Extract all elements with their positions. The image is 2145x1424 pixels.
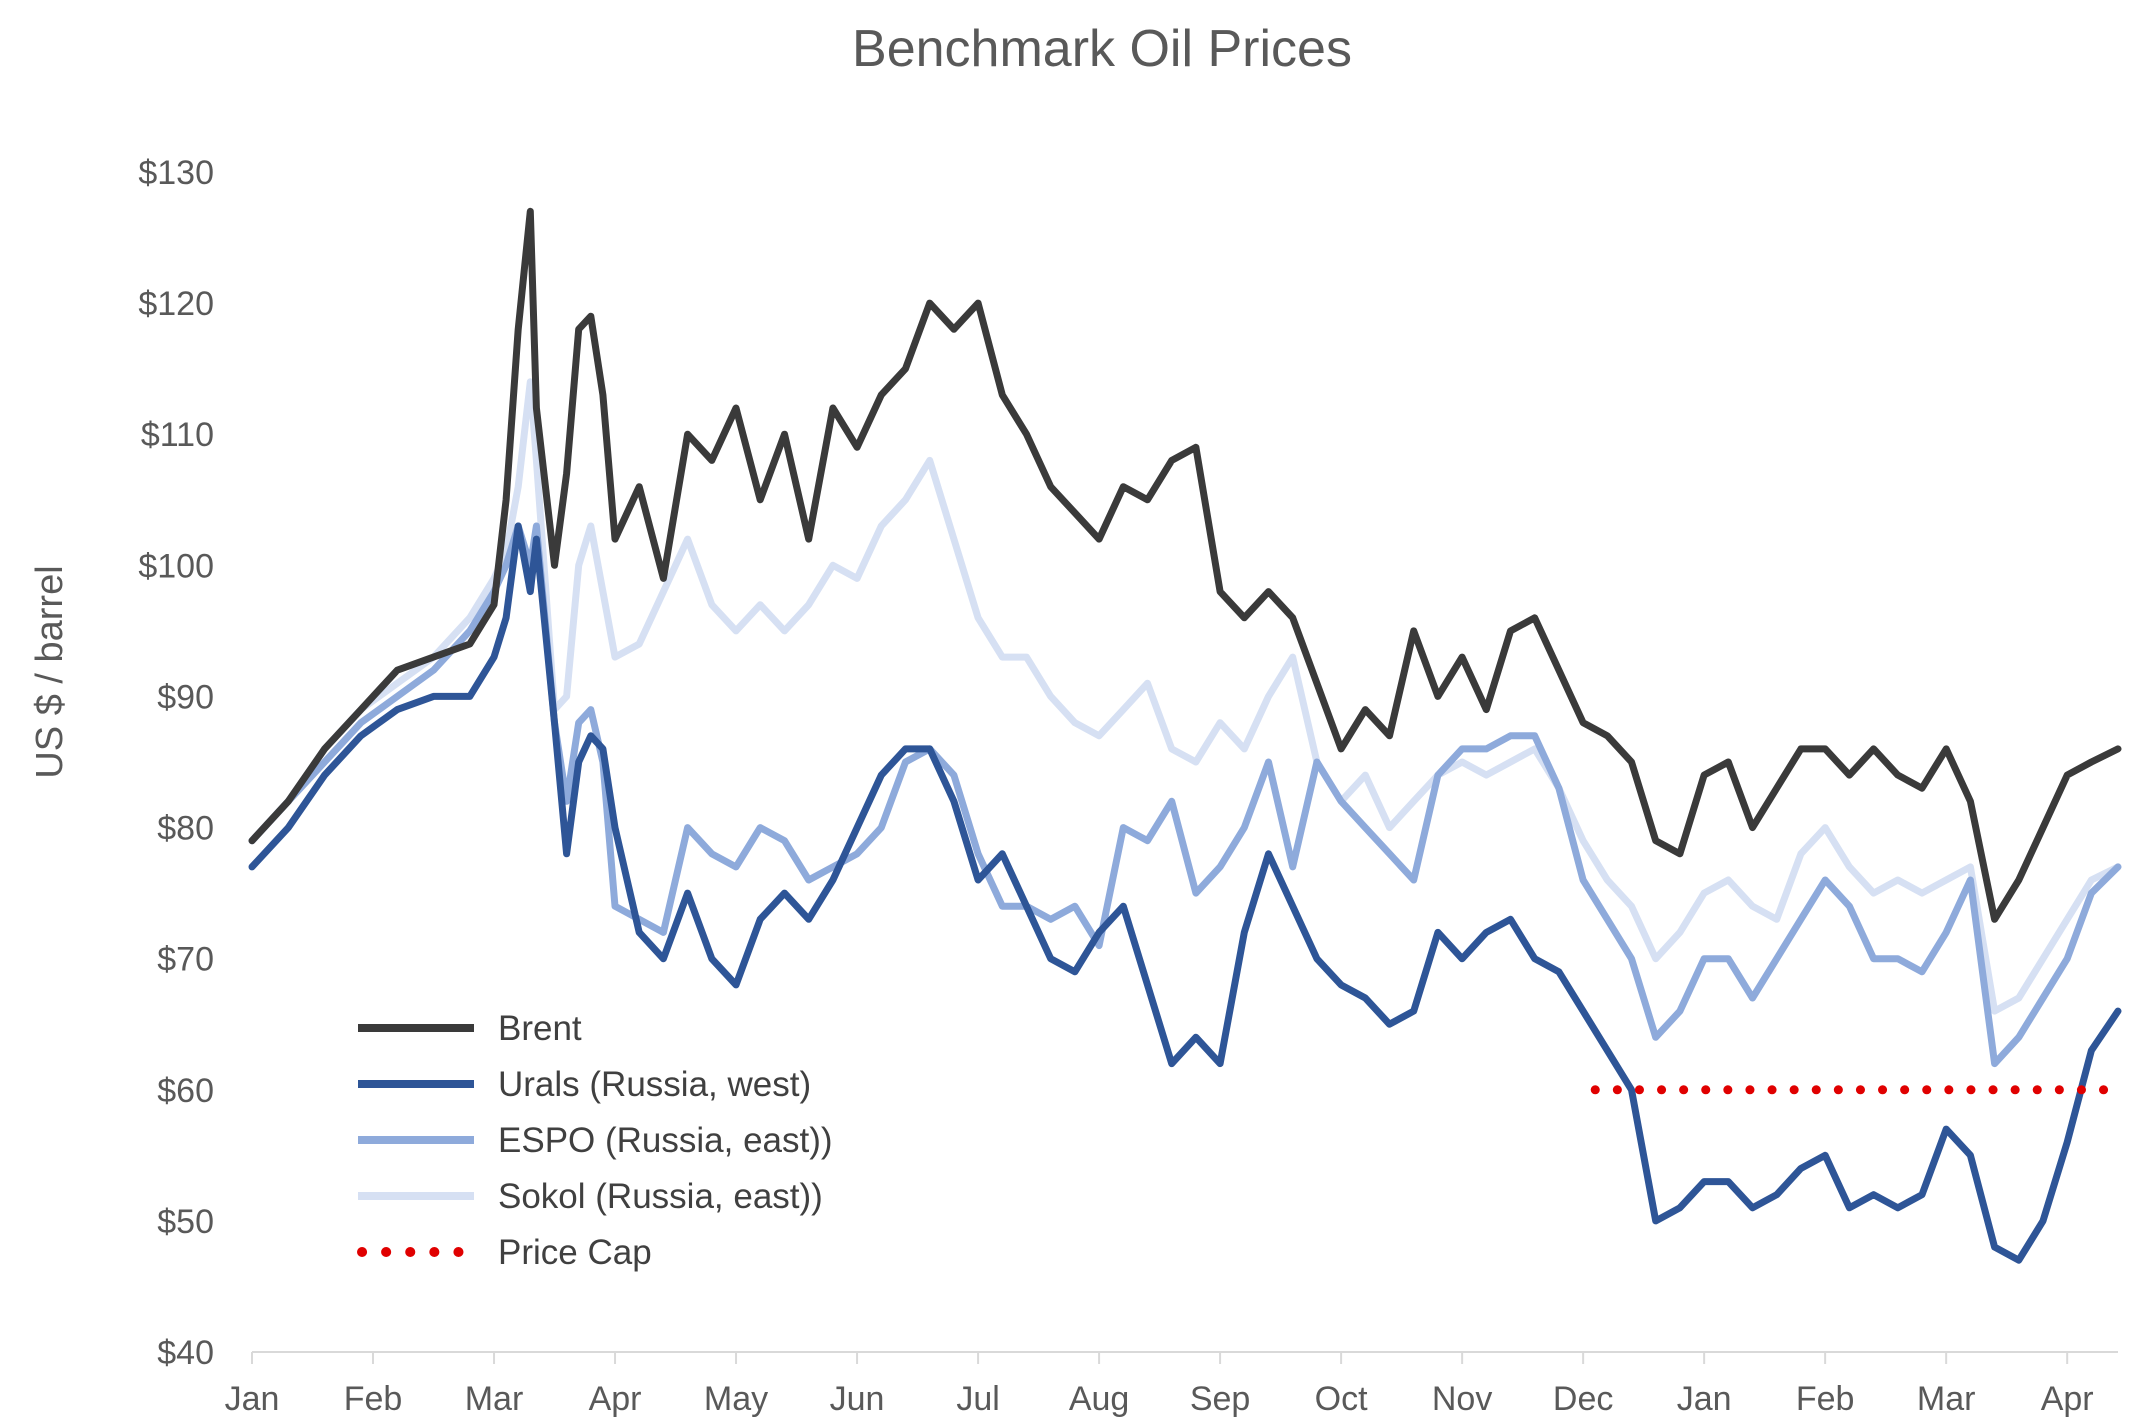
y-tick-label: $40 <box>157 1334 214 1372</box>
x-tick-label: Feb <box>1796 1380 1855 1418</box>
x-tick-label: Nov <box>1432 1380 1492 1418</box>
legend-label: Sokol (Russia, east)) <box>498 1177 823 1216</box>
series-line-3 <box>248 378 2122 1015</box>
x-tick-label: Aug <box>1069 1380 1130 1418</box>
legend-label: ESPO (Russia, east)) <box>498 1121 833 1160</box>
y-tick-label: $130 <box>138 154 214 192</box>
legend-label: Urals (Russia, west) <box>498 1065 811 1104</box>
chart-title: Benchmark Oil Prices <box>852 20 1352 78</box>
y-tick-label: $100 <box>138 547 214 585</box>
x-tick-label: Apr <box>589 1380 642 1418</box>
chart-legend: Brent Urals (Russia, west) ESPO (Russia, e… <box>357 1009 833 1272</box>
legend-label: Brent <box>498 1009 582 1048</box>
x-axis-ticks: Jan Feb Mar Apr May Jun Jul Aug Sep Oct Nov Dec Jan F… <box>225 1352 2094 1418</box>
x-tick-label: Jul <box>956 1380 999 1418</box>
y-tick-label: $120 <box>138 285 214 323</box>
x-tick-label: Jun <box>830 1380 885 1418</box>
y-axis-ticks: $40 $50 $60 $70 $80 $90 $100 $110 $120 $130 <box>138 154 214 1372</box>
series-line-0 <box>248 207 2122 923</box>
x-tick-label: Feb <box>344 1380 403 1418</box>
x-tick-label: Mar <box>465 1380 524 1418</box>
x-tick-label: Dec <box>1553 1380 1613 1418</box>
series-line-2 <box>248 522 2122 1068</box>
x-tick-label: May <box>704 1380 768 1418</box>
x-tick-label: Apr <box>2041 1380 2094 1418</box>
x-tick-label: Mar <box>1917 1380 1976 1418</box>
y-axis-label: US $ / barrel <box>29 565 71 778</box>
legend-label: Price Cap <box>498 1233 652 1272</box>
y-tick-label: $50 <box>157 1203 214 1241</box>
y-tick-label: $110 <box>141 416 214 454</box>
series-lines <box>248 207 2123 1264</box>
y-tick-label: $60 <box>157 1072 214 1110</box>
y-tick-label: $80 <box>157 810 214 848</box>
x-tick-label: Jan <box>1677 1380 1732 1418</box>
x-tick-label: Sep <box>1190 1380 1251 1418</box>
series-line-1 <box>248 522 2122 1264</box>
y-tick-label: $70 <box>157 941 214 979</box>
x-tick-label: Oct <box>1315 1380 1368 1418</box>
y-tick-label: $90 <box>157 678 214 716</box>
x-tick-label: Jan <box>225 1380 280 1418</box>
